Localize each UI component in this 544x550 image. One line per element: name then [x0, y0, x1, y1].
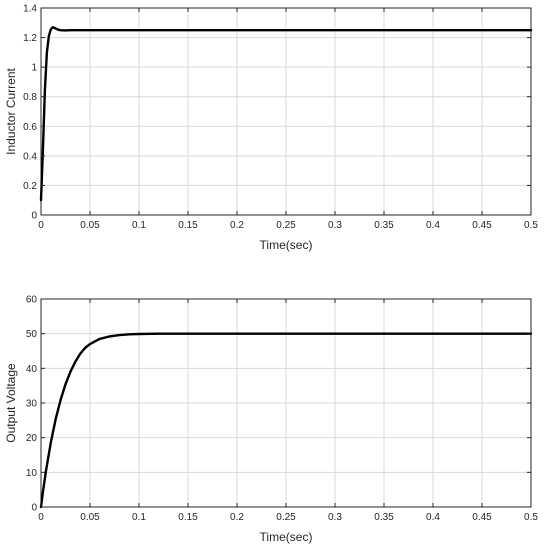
- x-tick-label: 0.3: [328, 220, 342, 231]
- gridlines: [41, 8, 531, 215]
- series-line: [39, 26, 533, 202]
- y-tick-label: 0.6: [23, 122, 37, 133]
- x-tick-label: 0.05: [80, 220, 100, 231]
- y-tick-label: 40: [26, 364, 38, 375]
- x-tick-labels: 0 0.05 0.1 0.15 0.2 0.25 0.3 0.35 0.4 0.45 0.5: [38, 220, 538, 231]
- series-layer: [39, 332, 533, 509]
- x-tick-label: 0.4: [426, 512, 440, 523]
- x-tick-label: 0.25: [276, 220, 296, 231]
- x-axis-label: Time(sec): [260, 530, 313, 544]
- x-tick-label: 0.2: [230, 220, 244, 231]
- y-tick-label: 30: [26, 399, 38, 410]
- x-tick-label: 0.45: [472, 220, 492, 231]
- x-tick-label: 0.35: [374, 512, 394, 523]
- x-tick-label: 0.15: [178, 512, 198, 523]
- x-tick-label: 0: [38, 512, 44, 523]
- y-tick-label: 0: [31, 211, 37, 222]
- y-tick-label: 20: [26, 433, 38, 444]
- y-tick-label: 0.4: [23, 151, 37, 162]
- y-tick-label: 60: [26, 295, 38, 306]
- x-tick-label: 0.2: [230, 512, 244, 523]
- x-tick-label: 0: [38, 220, 44, 231]
- x-tick-label: 0.1: [132, 512, 146, 523]
- x-tick-label: 0.45: [472, 512, 492, 523]
- y-tick-label: 0.8: [23, 92, 37, 103]
- x-tick-label: 0.5: [524, 512, 538, 523]
- x-tick-label: 0.1: [132, 220, 146, 231]
- y-tick-label: 10: [26, 468, 38, 479]
- y-tick-label: 0.2: [23, 181, 37, 192]
- y-tick-labels: 0 0.2 0.4 0.6 0.8 1 1.2 1.4: [23, 4, 37, 222]
- series-line: [39, 332, 533, 509]
- y-tick-label: 1.4: [23, 4, 37, 15]
- x-tick-label: 0.35: [374, 220, 394, 231]
- x-tick-labels: 0 0.05 0.1 0.15 0.2 0.25 0.3 0.35 0.4 0.45 0.5: [38, 512, 538, 523]
- y-tick-label: 50: [26, 329, 38, 340]
- inductor-current-chart: 0 0.05 0.1 0.15 0.2 0.25 0.3 0.35 0.4 0.45 0.5 0 0.…: [4, 4, 538, 253]
- x-tick-label: 0.5: [524, 220, 538, 231]
- series-layer: [39, 26, 533, 202]
- y-axis-label: Inductor Current: [4, 67, 18, 154]
- y-tick-label: 1.2: [23, 33, 37, 44]
- y-tick-labels: 0 10 20 30 40 50 60: [26, 295, 38, 514]
- x-tick-label: 0.25: [276, 512, 296, 523]
- x-tick-label: 0.05: [80, 512, 100, 523]
- y-axis-label: Output Voltage: [4, 363, 18, 443]
- output-voltage-chart: 0 0.05 0.1 0.15 0.2 0.25 0.3 0.35 0.4 0.45 0.5 0 10…: [4, 295, 538, 545]
- x-tick-label: 0.3: [328, 512, 342, 523]
- x-tick-label: 0.4: [426, 220, 440, 231]
- x-axis-label: Time(sec): [260, 238, 313, 252]
- y-tick-label: 0: [31, 503, 37, 514]
- y-tick-label: 1: [31, 63, 37, 74]
- x-tick-label: 0.15: [178, 220, 198, 231]
